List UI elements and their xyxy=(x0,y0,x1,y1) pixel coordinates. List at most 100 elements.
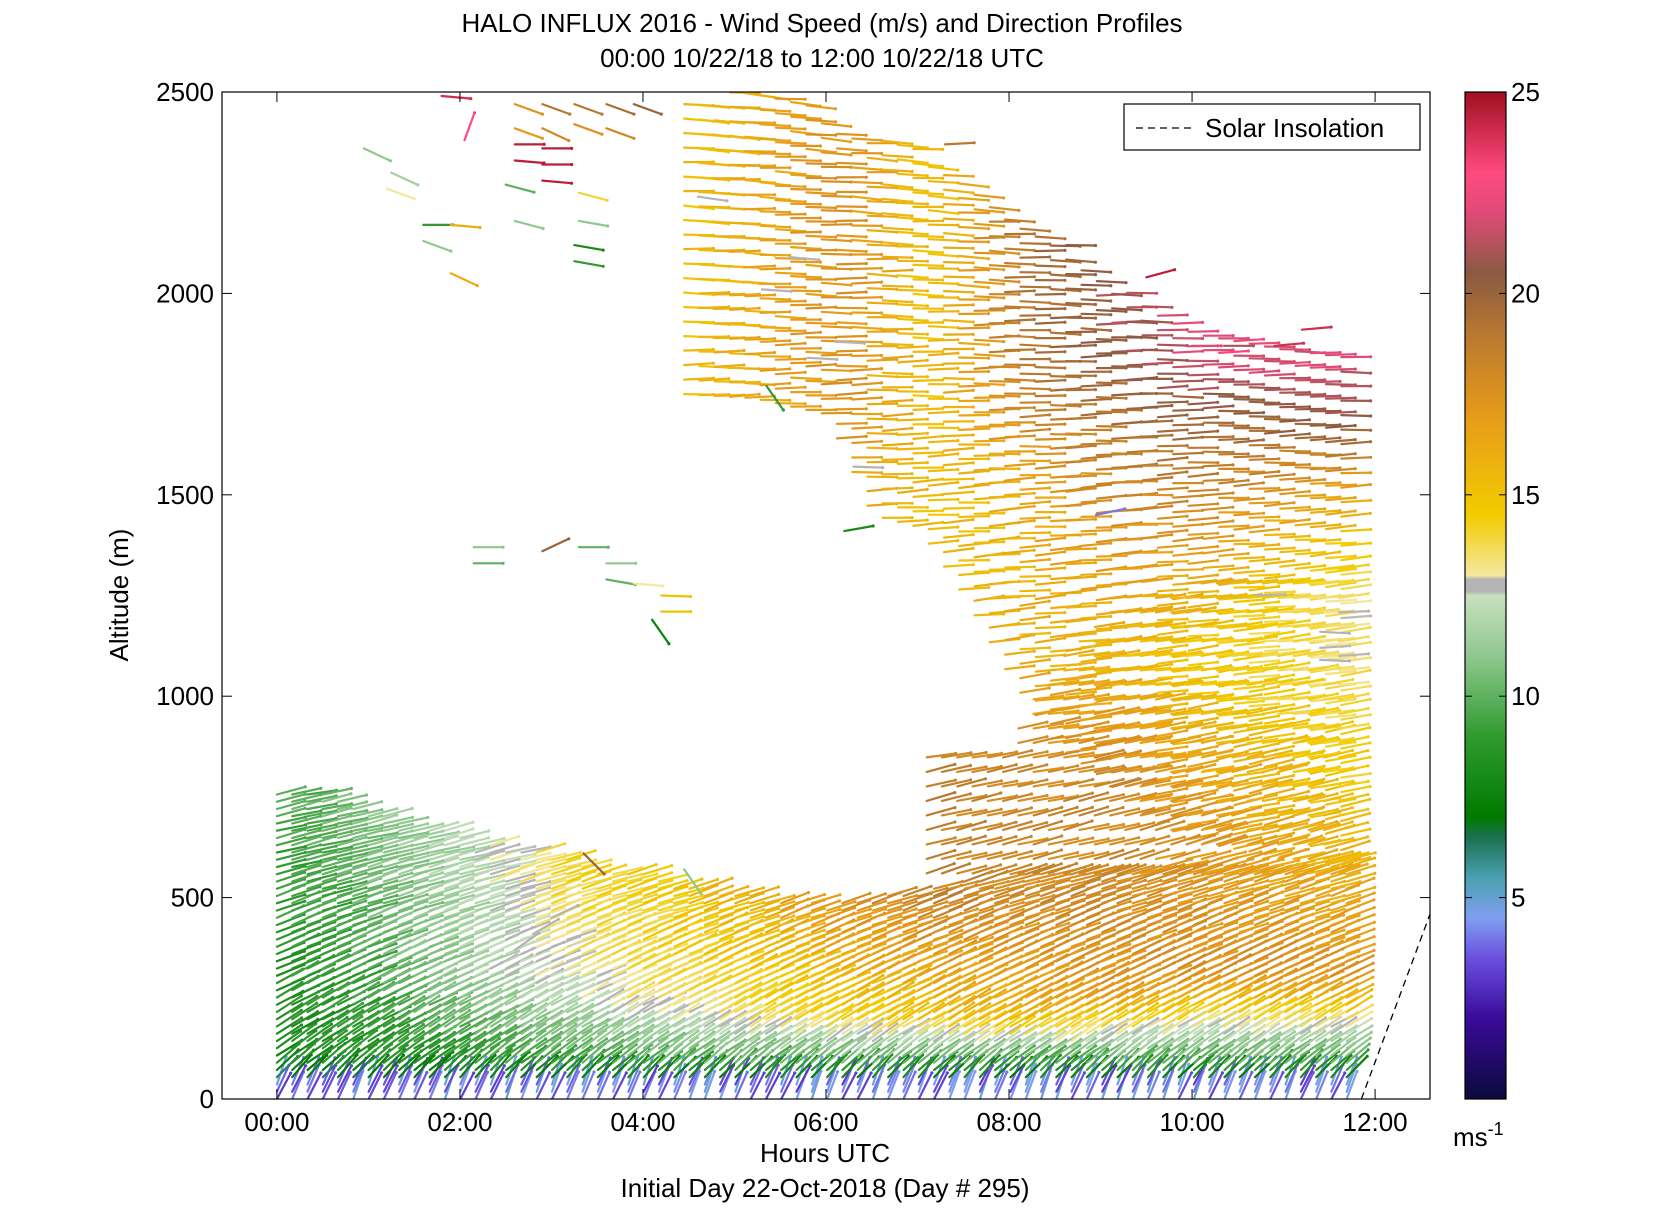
wind-barb xyxy=(275,893,307,905)
wind-barb xyxy=(275,980,304,999)
wind-barb xyxy=(321,851,353,861)
wind-barb xyxy=(275,1071,293,1099)
y-tick-label: 1000 xyxy=(156,681,214,711)
wind-barb xyxy=(352,857,384,869)
x-tick-label: 08:00 xyxy=(976,1107,1041,1137)
wind-barb xyxy=(336,835,368,847)
wind-barb xyxy=(275,785,307,796)
wind-barb xyxy=(336,1047,361,1072)
wind-barb xyxy=(336,907,368,919)
wind-barb xyxy=(336,809,369,818)
wind-barb xyxy=(352,1001,380,1021)
wind-barb xyxy=(275,815,308,825)
wind-barb xyxy=(275,792,307,803)
colorbar-tick-label: 15 xyxy=(1511,480,1540,510)
wind-barb xyxy=(336,886,368,898)
wind-barb xyxy=(336,871,368,883)
wind-barb xyxy=(336,822,369,832)
wind-barb xyxy=(291,843,323,854)
colorbar-tick-label: 25 xyxy=(1511,77,1540,107)
x-tick-label: 04:00 xyxy=(610,1107,675,1137)
colorbar-tick-label: 10 xyxy=(1511,681,1540,711)
wind-barb xyxy=(321,792,353,803)
y-tick-label: 500 xyxy=(171,883,214,913)
legend: Solar Insolation xyxy=(1123,103,1421,151)
y-tick-label: 2000 xyxy=(156,278,214,308)
wind-barb xyxy=(336,793,369,803)
wind-barbs xyxy=(275,92,1377,1099)
wind-barb xyxy=(352,864,383,876)
wind-barb xyxy=(275,806,307,818)
x-tick-label: 06:00 xyxy=(793,1107,858,1137)
x-tick-label: 02:00 xyxy=(427,1107,492,1137)
wind-barb xyxy=(321,829,353,840)
y-tick-label: 1500 xyxy=(156,480,214,510)
wind-barb xyxy=(275,844,308,854)
wind-barb xyxy=(291,793,323,803)
wind-barb xyxy=(275,823,308,832)
wind-barb xyxy=(352,981,381,999)
wind-barb xyxy=(306,927,337,941)
wind-barb xyxy=(275,920,306,934)
wind-barb xyxy=(291,786,323,796)
x-axis-label: Hours UTC xyxy=(760,1138,890,1168)
wind-barb xyxy=(321,786,353,796)
wind-barb xyxy=(336,828,368,840)
wind-barb xyxy=(321,879,353,890)
wind-barb xyxy=(321,857,353,869)
wind-barb xyxy=(275,1016,304,1035)
wind-barb xyxy=(321,814,353,825)
y-axis-label: Altitude (m) xyxy=(104,529,134,662)
wind-barb xyxy=(275,1023,304,1043)
wind-barb xyxy=(306,865,338,876)
wind-barb xyxy=(336,1022,364,1043)
wind-barb xyxy=(306,987,334,1006)
wind-barb xyxy=(352,1038,380,1057)
y-tick-label: 2500 xyxy=(156,77,214,107)
wind-barb xyxy=(321,1036,349,1057)
wind-barb xyxy=(306,872,338,883)
wind-barb xyxy=(321,994,349,1014)
wind-barb xyxy=(321,845,354,854)
wind-barb xyxy=(306,823,338,832)
wind-barb xyxy=(306,802,338,811)
colorbar-unit: ms-1 xyxy=(1453,1119,1504,1152)
wind-barb xyxy=(291,814,323,825)
wind-barb xyxy=(291,809,323,818)
wind-barb xyxy=(321,901,353,912)
wind-barb xyxy=(275,799,307,811)
wind-barb xyxy=(336,1030,365,1050)
y-tick-label: 0 xyxy=(200,1084,214,1114)
x-tick-label: 00:00 xyxy=(244,1107,309,1137)
colorbar: 5 10 15 20 25 ms-1 xyxy=(1453,77,1540,1152)
wind-barb xyxy=(336,1064,353,1093)
wind-barb xyxy=(291,828,322,840)
wind-barb xyxy=(321,1015,349,1035)
colorbar-tick-label: 20 xyxy=(1511,278,1540,308)
wind-barb xyxy=(291,1064,308,1093)
wind-barb xyxy=(352,828,384,840)
wind-barb xyxy=(336,1015,364,1035)
wind-barb xyxy=(291,1001,319,1021)
wind-barb xyxy=(321,870,353,883)
x-tick-label: 10:00 xyxy=(1160,1107,1225,1137)
wind-barb xyxy=(321,1029,348,1050)
wind-barb xyxy=(336,899,368,912)
wind-barb xyxy=(275,899,307,912)
wind-barb xyxy=(336,857,368,869)
wind-barb xyxy=(321,806,353,818)
wind-barb xyxy=(306,1071,323,1099)
x-axis-label-date: Initial Day 22-Oct-2018 (Day # 295) xyxy=(621,1173,1030,1203)
wind-barb xyxy=(275,850,307,861)
wind-barb xyxy=(352,844,384,854)
legend-solar-label: Solar Insolation xyxy=(1205,113,1384,143)
wind-barb xyxy=(306,1036,333,1057)
colorbar-gradient xyxy=(1464,91,1507,1100)
colorbar-tick-label: 5 xyxy=(1511,883,1525,913)
wind-barb xyxy=(352,914,383,927)
wind-barb xyxy=(321,887,353,898)
wind-barb xyxy=(275,994,303,1014)
chart-title: HALO INFLUX 2016 - Wind Speed (m/s) and … xyxy=(461,8,1182,38)
wind-barb xyxy=(336,1001,365,1021)
